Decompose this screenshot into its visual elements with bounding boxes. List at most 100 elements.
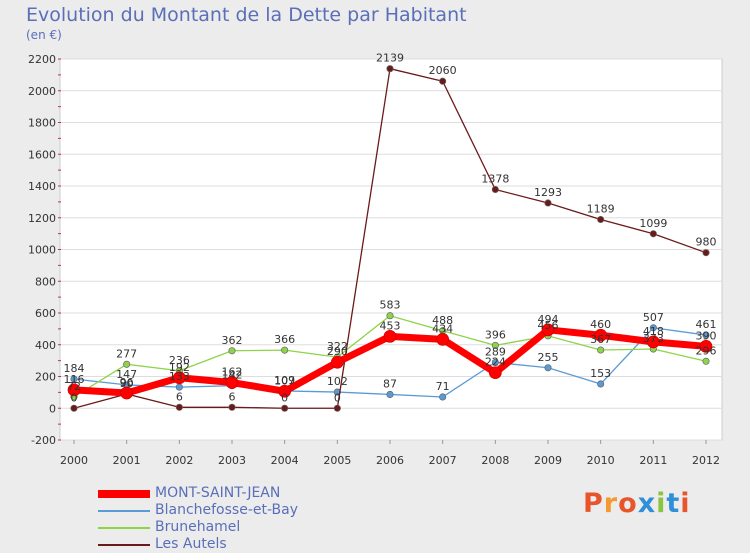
data-point bbox=[386, 65, 394, 73]
data-label: 153 bbox=[590, 367, 611, 380]
x-tick-label: 2008 bbox=[481, 454, 509, 467]
data-label: 109 bbox=[274, 374, 295, 387]
data-label: 1099 bbox=[639, 217, 667, 230]
data-label: 2139 bbox=[376, 52, 404, 65]
y-tick-label: 1200 bbox=[28, 212, 56, 225]
x-tick-label: 2003 bbox=[218, 454, 246, 467]
data-label: 255 bbox=[538, 351, 559, 364]
data-label: 373 bbox=[643, 332, 664, 345]
data-label: 184 bbox=[64, 362, 85, 375]
data-point bbox=[281, 346, 289, 354]
x-tick-label: 2007 bbox=[429, 454, 457, 467]
y-tick-label: 1400 bbox=[28, 180, 56, 193]
data-point bbox=[439, 77, 447, 85]
x-tick-label: 2002 bbox=[165, 454, 193, 467]
data-label: 116 bbox=[64, 373, 85, 386]
legend-swatch bbox=[98, 527, 150, 529]
x-tick-label: 2011 bbox=[639, 454, 667, 467]
legend-swatch bbox=[98, 490, 150, 498]
data-label: 290 bbox=[327, 345, 348, 358]
data-label: 461 bbox=[696, 318, 717, 331]
data-point bbox=[491, 185, 499, 194]
y-tick-label: 400 bbox=[35, 339, 56, 352]
data-point bbox=[281, 404, 289, 412]
y-tick-label: 1600 bbox=[28, 148, 56, 161]
x-tick-label: 2005 bbox=[323, 454, 351, 467]
data-label: 390 bbox=[696, 329, 717, 342]
data-point bbox=[228, 347, 236, 355]
data-point bbox=[491, 341, 499, 349]
legend-swatch bbox=[98, 544, 150, 546]
y-tick-label: 1800 bbox=[28, 117, 56, 130]
data-point bbox=[491, 358, 499, 366]
data-point bbox=[702, 331, 710, 339]
data-label: 0 bbox=[71, 391, 78, 404]
data-point bbox=[439, 393, 447, 401]
data-label: 583 bbox=[380, 299, 401, 312]
y-tick-label: -200 bbox=[31, 434, 56, 447]
data-label: 96 bbox=[120, 376, 134, 389]
data-point bbox=[70, 404, 78, 412]
data-point bbox=[544, 364, 552, 372]
data-point bbox=[383, 329, 397, 343]
legend-label: Brunehamel bbox=[155, 519, 241, 535]
data-label: 162 bbox=[222, 366, 243, 379]
legend-label: MONT-SAINT-JEAN bbox=[155, 485, 281, 501]
data-point bbox=[120, 386, 134, 400]
x-tick-label: 2001 bbox=[113, 454, 141, 467]
data-label: 6 bbox=[229, 390, 236, 403]
data-label: 107 bbox=[274, 374, 295, 387]
y-tick-label: 800 bbox=[35, 275, 56, 288]
data-label: 418 bbox=[643, 325, 664, 338]
logo-letter: x bbox=[637, 488, 657, 519]
data-label: 980 bbox=[696, 236, 717, 249]
data-point bbox=[646, 335, 660, 349]
data-label: 396 bbox=[485, 328, 506, 341]
data-label: 296 bbox=[696, 344, 717, 357]
x-tick-label: 2000 bbox=[60, 454, 88, 467]
data-point bbox=[597, 215, 605, 224]
data-label: 367 bbox=[590, 333, 611, 346]
y-tick-label: 2200 bbox=[28, 53, 56, 66]
data-point bbox=[172, 371, 186, 385]
data-label: 366 bbox=[274, 333, 295, 346]
legend-swatch bbox=[98, 510, 150, 512]
data-point bbox=[228, 403, 236, 411]
data-label: 133 bbox=[169, 370, 190, 383]
data-label: 362 bbox=[222, 334, 243, 347]
data-point bbox=[333, 388, 341, 396]
data-label: 87 bbox=[383, 377, 397, 390]
data-label: 71 bbox=[436, 380, 450, 393]
data-label: 277 bbox=[116, 347, 137, 360]
logo-letter: i bbox=[656, 488, 667, 519]
chart-title: Evolution du Montant de la Dette par Hab… bbox=[26, 4, 467, 26]
data-point bbox=[594, 328, 608, 342]
logo-letter: o bbox=[618, 488, 638, 519]
data-label: 1293 bbox=[534, 186, 562, 199]
logo-letter: t bbox=[666, 488, 681, 519]
data-point bbox=[386, 390, 394, 398]
data-point bbox=[597, 380, 605, 388]
y-tick-label: 2000 bbox=[28, 85, 56, 98]
data-label: 0 bbox=[281, 391, 288, 404]
data-label: 322 bbox=[327, 340, 348, 353]
data-point bbox=[225, 376, 239, 389]
legend-label: Les Autels bbox=[155, 536, 227, 552]
logo-letter: P bbox=[583, 488, 604, 519]
data-label: 494 bbox=[538, 313, 559, 326]
data-label: 456 bbox=[538, 319, 559, 332]
data-point bbox=[436, 333, 450, 346]
data-label: 6 bbox=[176, 390, 183, 403]
data-point bbox=[597, 346, 605, 354]
data-point bbox=[278, 384, 292, 398]
data-point bbox=[702, 357, 710, 365]
data-point bbox=[175, 403, 183, 411]
chart-subtitle: (en €) bbox=[26, 28, 62, 42]
data-label: 192 bbox=[169, 361, 190, 374]
data-label: 2060 bbox=[429, 64, 457, 77]
data-label: 102 bbox=[327, 375, 348, 388]
data-point bbox=[330, 355, 344, 369]
data-point bbox=[123, 360, 131, 368]
x-tick-label: 2006 bbox=[376, 454, 404, 467]
data-label: 0 bbox=[334, 391, 341, 404]
